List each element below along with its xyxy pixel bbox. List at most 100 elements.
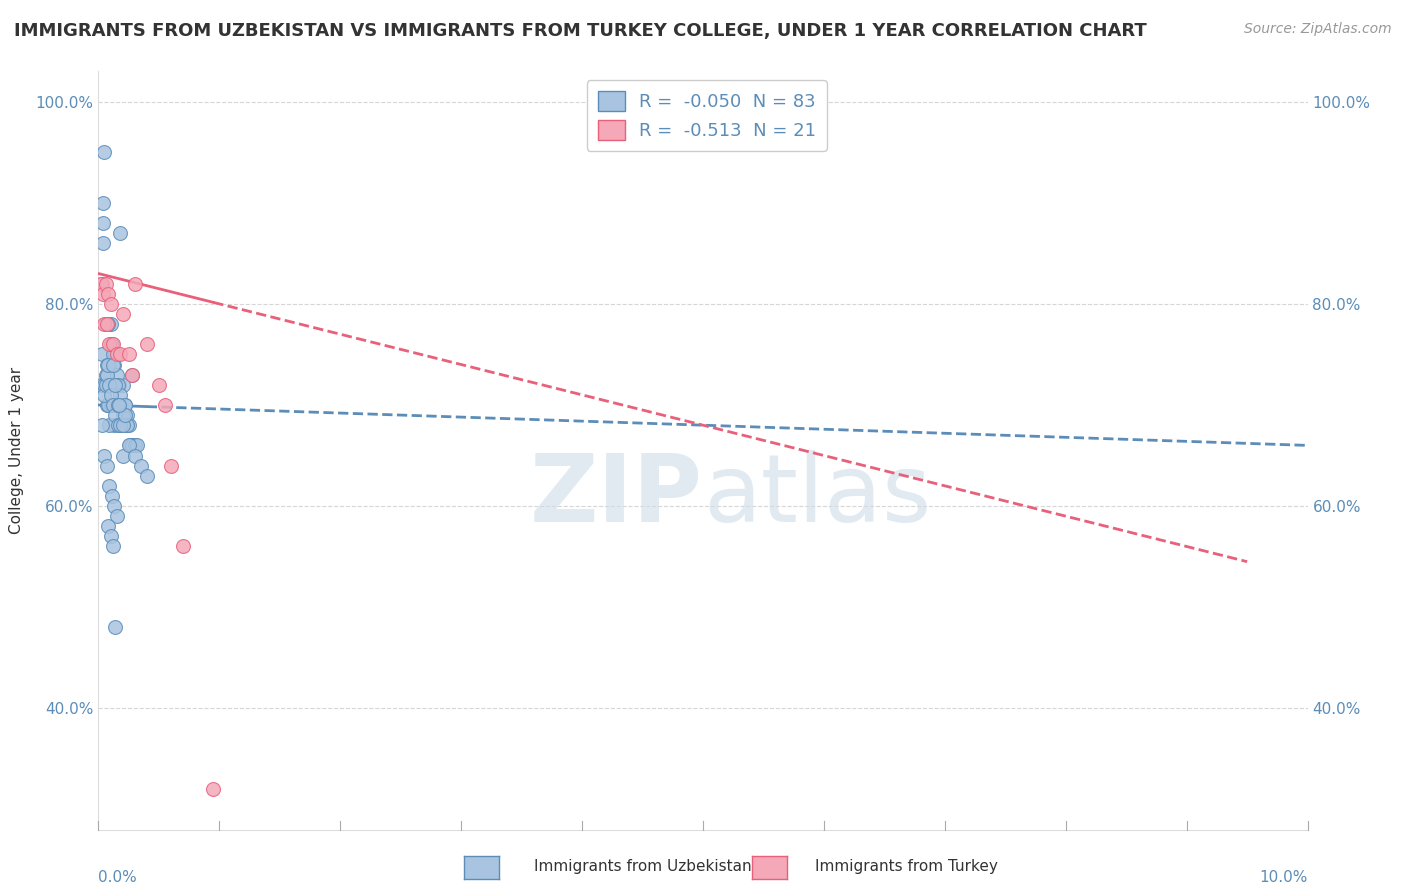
Text: Immigrants from Uzbekistan: Immigrants from Uzbekistan — [534, 859, 752, 874]
Point — [118, 347, 141, 361]
Point — [100, 398, 122, 412]
Point — [108, 226, 131, 240]
Text: atlas: atlas — [703, 450, 931, 542]
Point — [110, 418, 132, 433]
Point — [114, 398, 136, 412]
Point — [93, 449, 115, 463]
Point — [111, 307, 134, 321]
Point — [90, 277, 112, 291]
Point — [107, 398, 129, 412]
Point — [111, 449, 134, 463]
Point — [112, 398, 135, 412]
Point — [97, 377, 120, 392]
Point — [103, 418, 125, 433]
Point — [103, 358, 125, 372]
Point — [104, 620, 127, 634]
Point — [105, 347, 128, 361]
Point — [124, 449, 146, 463]
Point — [96, 398, 118, 412]
Point — [172, 540, 194, 554]
Point — [97, 358, 120, 372]
Text: IMMIGRANTS FROM UZBEKISTAN VS IMMIGRANTS FROM TURKEY COLLEGE, UNDER 1 YEAR CORRE: IMMIGRANTS FROM UZBEKISTAN VS IMMIGRANTS… — [14, 22, 1147, 40]
Point — [94, 377, 117, 392]
Point — [107, 418, 129, 433]
Point — [100, 317, 122, 331]
Point — [91, 195, 114, 210]
Point — [127, 438, 149, 452]
Point — [117, 418, 139, 433]
Point — [93, 145, 115, 160]
Point — [100, 388, 122, 402]
Point — [118, 438, 141, 452]
Text: Immigrants from Turkey: Immigrants from Turkey — [815, 859, 998, 874]
Text: 10.0%: 10.0% — [1260, 870, 1308, 885]
Point — [107, 377, 129, 392]
Point — [108, 418, 131, 433]
Point — [135, 468, 157, 483]
Point — [98, 398, 121, 412]
Point — [101, 358, 124, 372]
Point — [96, 368, 118, 382]
Point — [118, 418, 141, 433]
Point — [107, 398, 129, 412]
Point — [91, 277, 114, 291]
Point — [114, 408, 136, 422]
Point — [100, 489, 122, 503]
Point — [103, 499, 125, 513]
Point — [118, 438, 141, 452]
Point — [97, 286, 120, 301]
Point — [202, 782, 225, 797]
Point — [114, 398, 136, 412]
Point — [94, 277, 117, 291]
Point — [91, 236, 114, 251]
Point — [100, 337, 122, 351]
Point — [111, 418, 134, 433]
Point — [91, 347, 114, 361]
Point — [97, 398, 120, 412]
Point — [100, 398, 122, 412]
Point — [100, 297, 122, 311]
Point — [96, 458, 118, 473]
Point — [160, 458, 183, 473]
Point — [117, 408, 139, 422]
Point — [98, 337, 121, 351]
Point — [101, 337, 124, 351]
Point — [98, 479, 121, 493]
Point — [105, 398, 128, 412]
Point — [94, 317, 117, 331]
Point — [96, 358, 118, 372]
Point — [104, 347, 127, 361]
Point — [98, 377, 121, 392]
Point — [108, 388, 131, 402]
Point — [121, 368, 143, 382]
Point — [100, 529, 122, 543]
Point — [108, 398, 131, 412]
Y-axis label: College, Under 1 year: College, Under 1 year — [10, 367, 24, 534]
Point — [97, 317, 120, 331]
Point — [93, 388, 115, 402]
Point — [93, 377, 115, 392]
Point — [108, 418, 131, 433]
Legend: R =  -0.050  N = 83, R =  -0.513  N = 21: R = -0.050 N = 83, R = -0.513 N = 21 — [586, 80, 827, 151]
Point — [94, 368, 117, 382]
Point — [105, 509, 128, 524]
Point — [124, 277, 146, 291]
Point — [97, 519, 120, 533]
Point — [93, 317, 115, 331]
Text: ZIP: ZIP — [530, 450, 703, 542]
Point — [108, 377, 131, 392]
Text: Source: ZipAtlas.com: Source: ZipAtlas.com — [1244, 22, 1392, 37]
Point — [91, 286, 114, 301]
Point — [101, 347, 124, 361]
Text: 0.0%: 0.0% — [98, 870, 138, 885]
Point — [135, 337, 157, 351]
Point — [101, 540, 124, 554]
Point — [101, 377, 124, 392]
Point — [91, 216, 114, 230]
Point — [101, 398, 124, 412]
Point — [108, 347, 131, 361]
Point — [115, 418, 138, 433]
Point — [98, 418, 121, 433]
Point — [111, 377, 134, 392]
Point — [90, 377, 112, 392]
